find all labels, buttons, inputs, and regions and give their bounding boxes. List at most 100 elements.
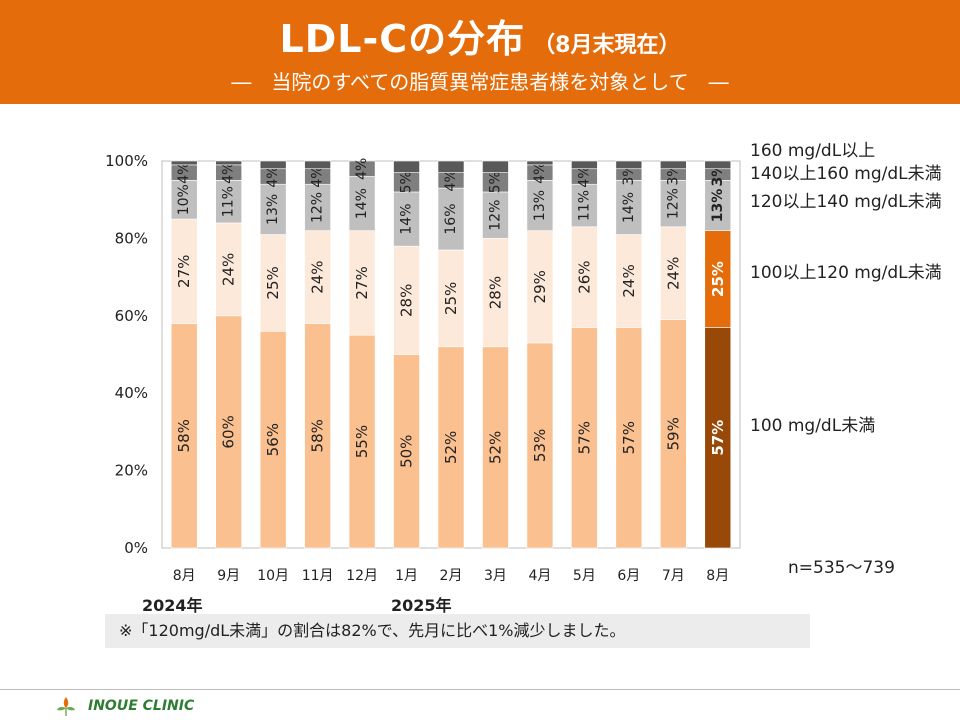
x-tick-label: 6月 <box>617 568 640 584</box>
data-label: 12% <box>487 200 503 231</box>
data-label: 27% <box>353 266 371 299</box>
bar-segment <box>393 160 420 173</box>
data-label: 13% <box>265 194 281 225</box>
bar-segment <box>437 346 465 549</box>
bar-segment <box>660 319 687 549</box>
data-label: 13% <box>710 189 726 223</box>
stacked-bar-chart: 0%20%40%60%80%100%58%27%10%4%8月60%24%11%… <box>105 141 942 584</box>
data-label: 52% <box>486 431 504 464</box>
bar-segment <box>615 327 643 549</box>
bar-segment <box>526 180 554 231</box>
bar-segment <box>304 183 331 231</box>
data-label: 12% <box>665 188 681 219</box>
legend-entry: 160 mg/dL以上 <box>750 141 875 161</box>
bar-segment <box>482 160 509 173</box>
bar-segment <box>259 330 287 549</box>
data-label: 4% <box>532 162 548 184</box>
data-label: 57% <box>575 421 593 454</box>
data-label: 11% <box>221 186 237 217</box>
x-tick-label: 8月 <box>706 568 729 584</box>
bar-segment <box>526 160 554 166</box>
summary-note: ※「120mg/dL未満」の割合は82%で、先月に比べ1%減少しました。 <box>105 614 810 648</box>
data-label: 4% <box>265 165 281 187</box>
header-banner <box>0 0 960 104</box>
data-label: 4% <box>176 162 192 184</box>
data-label: 50% <box>398 435 416 468</box>
bar-segment <box>704 160 732 170</box>
bar-segment <box>437 160 465 173</box>
x-tick-label: 1月 <box>395 568 418 584</box>
data-label: 4% <box>221 162 237 184</box>
x-tick-label: 5月 <box>573 568 596 584</box>
bar-segment <box>170 323 198 549</box>
data-label: 5% <box>487 171 503 193</box>
data-label: 10% <box>176 184 192 215</box>
legend-entry: 100以上120 mg/dL未満 <box>750 263 942 283</box>
bar-segment <box>393 191 420 247</box>
y-tick-label: 60% <box>115 307 148 325</box>
x-tick-label: 9月 <box>217 568 240 584</box>
data-label: 58% <box>175 419 193 452</box>
data-label: 24% <box>309 260 327 293</box>
y-tick-label: 40% <box>115 384 148 402</box>
page-title: LDL-Cの分布 （8月末現在） <box>0 8 960 63</box>
data-label: 53% <box>531 429 549 462</box>
data-label: 28% <box>398 284 416 317</box>
bar-segment <box>348 334 376 549</box>
data-label: 56% <box>264 423 282 456</box>
y-tick-label: 0% <box>124 539 148 557</box>
data-label: 25% <box>264 266 282 299</box>
bar-segment <box>170 160 198 166</box>
title-main: LDL-Cの分布 <box>279 17 526 61</box>
data-label: 5% <box>399 171 415 193</box>
data-label: 24% <box>664 257 682 290</box>
data-label: 4% <box>354 158 370 180</box>
bar-segment <box>259 160 287 170</box>
bar-segment <box>170 180 198 220</box>
data-label: 52% <box>442 431 460 464</box>
data-label: 60% <box>220 415 238 448</box>
legend-entry: 140以上160 mg/dL未満 <box>750 164 942 184</box>
data-label: 58% <box>309 419 327 452</box>
data-label: 55% <box>353 425 371 458</box>
year-label-2025: 2025年 <box>391 596 452 615</box>
y-tick-label: 20% <box>115 462 148 480</box>
x-tick-label: 2月 <box>440 568 463 584</box>
data-label: 4% <box>576 165 592 187</box>
y-tick-label: 80% <box>115 229 148 247</box>
data-label: 27% <box>175 255 193 288</box>
bar-segment <box>304 323 331 549</box>
data-label: 4% <box>443 169 459 191</box>
bar-segment <box>259 234 287 332</box>
y-tick-label: 100% <box>105 152 148 170</box>
bar-segment <box>660 226 687 320</box>
bar-segment <box>482 191 509 239</box>
title-sub: （8月末現在） <box>533 33 681 58</box>
bar-segment <box>215 222 242 317</box>
bar-segment <box>437 249 465 348</box>
data-label: 26% <box>575 260 593 293</box>
bar-segment <box>571 160 598 170</box>
bar-segment <box>571 226 598 328</box>
bar-segment <box>215 160 242 166</box>
data-label: 14% <box>399 203 415 234</box>
x-tick-label: 11月 <box>302 568 334 584</box>
bar-segment <box>615 160 643 170</box>
data-label: 12% <box>310 192 326 223</box>
bar-segment <box>526 342 554 549</box>
bar-segment <box>660 160 687 170</box>
footer-divider <box>0 689 960 690</box>
bar-segment <box>304 160 331 170</box>
bar-segment <box>704 327 732 549</box>
bar-segment <box>393 245 420 355</box>
bar-segment <box>526 230 554 344</box>
bar-segment <box>615 180 643 235</box>
data-label: 11% <box>576 190 592 221</box>
data-label: 14% <box>621 192 637 223</box>
x-tick-label: 4月 <box>528 568 551 584</box>
bar-segment <box>704 180 732 231</box>
data-label: 57% <box>620 421 638 454</box>
data-label: 16% <box>443 203 459 234</box>
data-label: 13% <box>532 190 548 221</box>
x-tick-label: 12月 <box>346 568 378 584</box>
